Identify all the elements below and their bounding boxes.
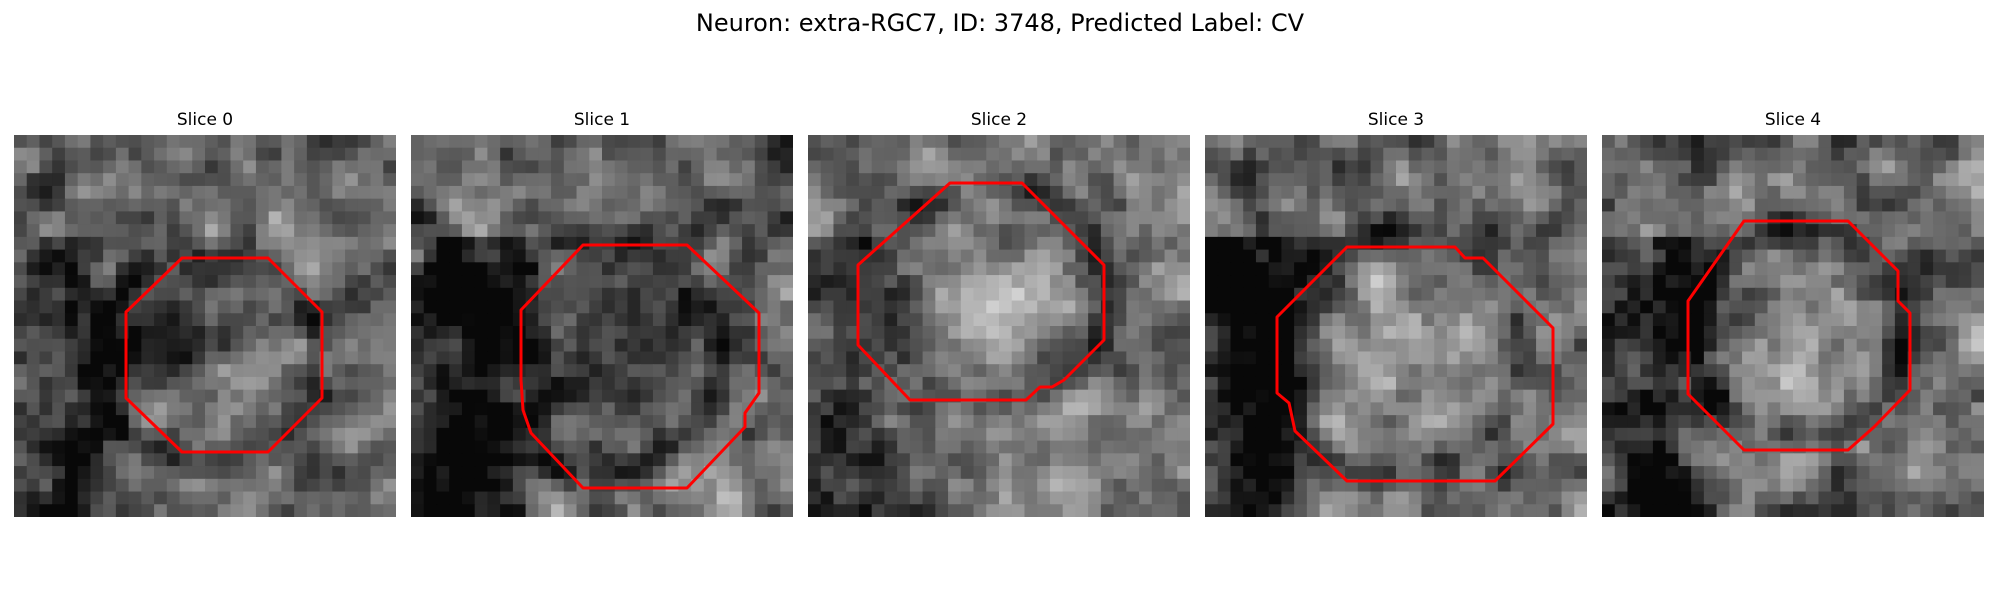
slice-image <box>1205 135 1587 517</box>
slice-title: Slice 4 <box>1764 110 1822 130</box>
slice-title: Slice 3 <box>1367 110 1425 130</box>
slice-panel-2: Slice 2 <box>808 110 1190 520</box>
roi-outline <box>519 243 761 490</box>
slice-image <box>808 135 1190 517</box>
slice-panel-1: Slice 1 <box>411 110 793 520</box>
slice-image <box>1602 135 1984 517</box>
slice-image <box>14 135 396 517</box>
figure-title: Neuron: extra-RGC7, ID: 3748, Predicted … <box>695 9 1305 37</box>
slice-image <box>411 135 793 517</box>
roi-outline <box>1686 219 1912 452</box>
slice-title: Slice 0 <box>176 110 234 130</box>
slice-panel-4: Slice 4 <box>1602 110 1984 520</box>
roi-outline <box>1275 245 1555 483</box>
slice-panel-3: Slice 3 <box>1205 110 1587 520</box>
roi-outline <box>124 256 324 454</box>
slice-title: Slice 1 <box>573 110 631 130</box>
roi-outline <box>856 181 1106 402</box>
slice-panel-0: Slice 0 <box>14 110 396 520</box>
slice-title: Slice 2 <box>970 110 1028 130</box>
